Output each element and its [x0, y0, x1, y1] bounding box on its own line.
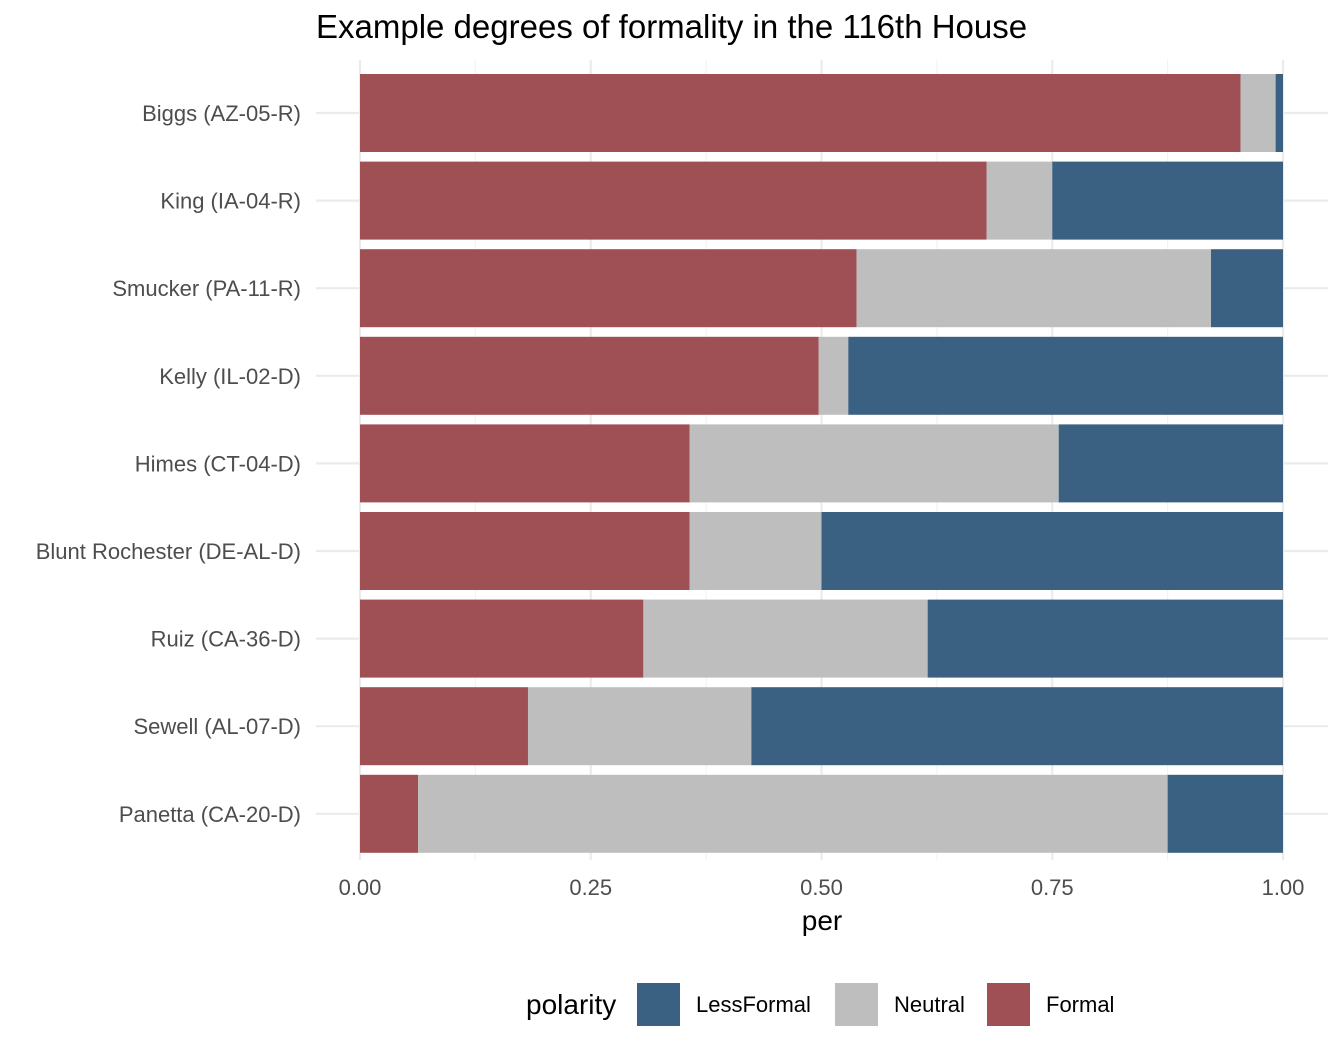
x-tick-label: 0.75 [1031, 875, 1074, 900]
bar-segment-formal [360, 599, 644, 678]
legend-label: LessFormal [696, 992, 811, 1017]
bar-segment-formal [360, 161, 987, 240]
y-tick-label: Smucker (PA-11-R) [112, 276, 301, 301]
bar-segment-formal [360, 336, 819, 415]
y-tick-label: Ruiz (CA-36-D) [151, 627, 301, 652]
y-tick-label: Sewell (AL-07-D) [134, 714, 302, 739]
bar-segment-formal [360, 774, 419, 853]
bar-segment-neutral [986, 161, 1053, 240]
legend: polarity LessFormal Neutral Formal [526, 983, 1114, 1026]
x-tick-label: 0.00 [339, 875, 382, 900]
bar-segment-lessformal [1058, 424, 1283, 503]
bar-segment-lessformal [1211, 249, 1283, 328]
bar-segment-neutral [856, 249, 1212, 328]
bar-segment-formal [360, 74, 1241, 152]
legend-label: Formal [1046, 992, 1114, 1017]
bar-segment-lessformal [751, 687, 1283, 766]
legend-key-lessformal [637, 983, 680, 1026]
bar-segment-lessformal [927, 599, 1283, 678]
bar-segment-lessformal [821, 512, 1283, 590]
x-axis-label: per [802, 905, 842, 936]
y-tick-label: Biggs (AZ-05-R) [142, 101, 301, 126]
bar-segment-neutral [689, 424, 1059, 503]
x-tick-label: 1.00 [1262, 875, 1305, 900]
bar-segment-neutral [1240, 74, 1276, 152]
y-tick-label: Blunt Rochester (DE-AL-D) [36, 539, 301, 564]
y-tick-label: Kelly (IL-02-D) [159, 364, 301, 389]
bar-segment-lessformal [848, 336, 1283, 415]
bar-segment-neutral [418, 774, 1168, 853]
x-tick-label: 0.50 [800, 875, 843, 900]
y-axis-tick-labels: Biggs (AZ-05-R) King (IA-04-R) Smucker (PA… [36, 101, 301, 827]
bar-segment-neutral [689, 512, 822, 590]
legend-title: polarity [526, 989, 616, 1020]
bars [360, 74, 1283, 853]
x-axis-tick-labels: 0.00 0.25 0.50 0.75 1.00 [339, 875, 1305, 900]
y-tick-label: King (IA-04-R) [160, 189, 301, 214]
bar-segment-lessformal [1052, 161, 1283, 240]
bar-segment-formal [360, 512, 690, 590]
legend-label: Neutral [894, 992, 965, 1017]
bar-segment-lessformal [1167, 774, 1283, 853]
bar-segment-neutral [527, 687, 752, 766]
y-tick-label: Himes (CT-04-D) [135, 451, 301, 476]
legend-key-neutral [835, 983, 878, 1026]
y-tick-label: Panetta (CA-20-D) [119, 802, 301, 827]
x-tick-label: 0.25 [569, 875, 612, 900]
bar-segment-lessformal [1275, 74, 1283, 152]
bar-segment-formal [360, 687, 528, 766]
bar-segment-formal [360, 249, 857, 328]
bar-segment-neutral [643, 599, 928, 678]
bar-segment-neutral [818, 336, 849, 415]
bar-segment-formal [360, 424, 690, 503]
chart-title: Example degrees of formality in the 116t… [316, 8, 1027, 45]
legend-key-formal [987, 983, 1030, 1026]
